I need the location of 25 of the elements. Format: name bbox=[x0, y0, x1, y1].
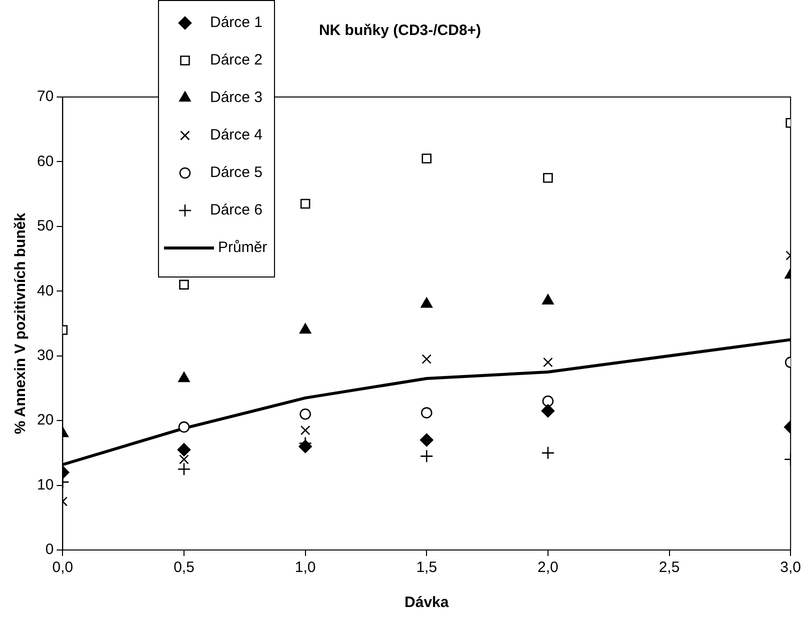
legend-label: Dárce 1 bbox=[210, 14, 263, 32]
y-tick-label: 20 bbox=[36, 412, 54, 429]
x-tick-label: 2,5 bbox=[658, 559, 680, 576]
x-tick-label: 0,5 bbox=[174, 559, 194, 576]
legend-label: Dárce 6 bbox=[210, 202, 263, 219]
legend-label: Průměr bbox=[218, 239, 268, 256]
legend-label: Dárce 4 bbox=[210, 126, 263, 144]
x-tick-label: 2,0 bbox=[538, 559, 558, 576]
x-tick-label: 3,0 bbox=[780, 559, 802, 576]
y-tick-label: 60 bbox=[36, 152, 54, 170]
x-tick-label: 0,0 bbox=[52, 559, 74, 576]
y-axis-title: % Annexin V pozitivních buněk bbox=[12, 212, 30, 434]
y-tick-label: 70 bbox=[36, 88, 54, 106]
legend-label: Dárce 5 bbox=[210, 164, 263, 182]
x-tick-label: 1,0 bbox=[294, 559, 316, 576]
y-tick-label: 30 bbox=[36, 347, 54, 364]
y-tick-label: 0 bbox=[45, 541, 54, 558]
x-axis-title: Dávka bbox=[404, 594, 450, 612]
y-tick-label: 40 bbox=[36, 282, 54, 300]
y-tick-label: 10 bbox=[36, 476, 54, 494]
x-tick-label: 1,5 bbox=[416, 559, 438, 576]
legend-label: Dárce 2 bbox=[210, 52, 263, 69]
chart-title: NK buňky (CD3-/CD8+) bbox=[318, 22, 482, 40]
legend-label: Dárce 3 bbox=[210, 89, 263, 106]
y-tick-label: 50 bbox=[36, 218, 54, 235]
